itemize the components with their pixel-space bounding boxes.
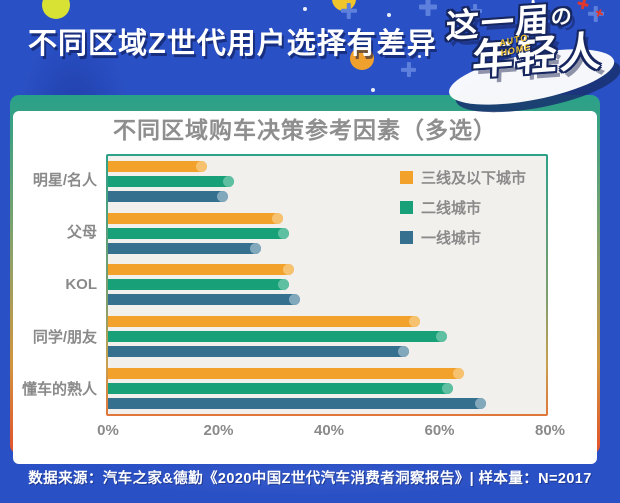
x-tick-label: 20%	[203, 422, 234, 439]
bar-cap	[436, 331, 448, 343]
bar-cap	[250, 242, 262, 254]
chart-legend: 三线及以下城市 二线城市一线城市	[399, 167, 526, 248]
circle-decoration	[350, 47, 374, 70]
bar-cap	[217, 191, 229, 203]
legend-swatch	[399, 201, 413, 214]
legend-item: 二线城市	[399, 197, 526, 218]
dot-decoration	[418, 55, 421, 58]
dot-decoration	[387, 13, 391, 17]
chart-card: 不同区域购车决策参考因素（多选） 明星/名人父母 KOL 同学/朋友懂车的熟人 三线…	[10, 95, 600, 464]
bar-group	[108, 259, 546, 311]
plus-icon	[401, 62, 416, 77]
bar	[108, 191, 229, 203]
page-title: 不同区域Z世代用户选择有差异	[28, 28, 437, 60]
bar	[108, 294, 300, 306]
bar	[108, 397, 486, 409]
category-label: 懂车的熟人	[21, 381, 97, 399]
plus-icon	[341, 3, 357, 19]
bar-cap	[409, 316, 421, 328]
bar	[108, 242, 262, 254]
bar-cap	[283, 264, 295, 276]
category-label: 同学/朋友	[32, 328, 97, 346]
autohome-logo: 这一届の AUTO HOME 年轻人	[439, 0, 620, 124]
category-label: 父母	[66, 223, 97, 241]
category-labels: 明星/名人父母 KOL 同学/朋友懂车的熟人	[13, 154, 106, 416]
bar-cap	[222, 176, 234, 188]
logo-line2: 年轻人	[471, 27, 605, 83]
bar-cap	[277, 227, 289, 239]
logo-no-particle: の	[550, 4, 575, 30]
legend-swatch	[399, 231, 413, 244]
legend-item: 一线城市	[399, 227, 526, 248]
chart-card-inner: 不同区域购车决策参考因素（多选） 明星/名人父母 KOL 同学/朋友懂车的熟人 三线…	[13, 111, 597, 464]
bar-cap	[288, 294, 300, 306]
legend-swatch	[399, 171, 413, 184]
bar	[108, 161, 207, 173]
bar	[108, 316, 421, 328]
dot-decoration	[303, 7, 307, 11]
x-axis: 0% 20% 40% 60% 80%	[97, 416, 565, 446]
bar	[108, 227, 289, 239]
x-tick-label: 40%	[313, 422, 345, 439]
category-label: KOL	[65, 276, 97, 294]
category-label: 明星/名人	[32, 171, 97, 189]
bar-cap	[195, 161, 207, 173]
plus-icon	[419, 0, 437, 16]
circle-decoration	[42, 0, 70, 19]
bar-cap	[441, 382, 453, 394]
data-source: 数据来源：汽车之家&德勤《2020中国Z世代汽车消费者洞察报告》| 样本量：N=…	[28, 471, 592, 487]
x-tick-label: 60%	[424, 422, 455, 439]
bar-cap	[398, 346, 410, 358]
bar	[108, 346, 410, 358]
bar-group	[108, 208, 546, 260]
bar	[108, 264, 295, 276]
plot-area	[108, 156, 546, 414]
bar-cap	[277, 279, 289, 291]
x-tick-label: 0%	[97, 422, 119, 439]
plot-frame: 三线及以下城市 二线城市一线城市	[106, 154, 548, 416]
bar-group	[108, 362, 546, 414]
bar	[108, 367, 464, 379]
bar-group	[108, 156, 546, 208]
bar-cap	[272, 212, 284, 224]
bar	[108, 382, 453, 394]
legend-item: 三线及以下城市	[399, 167, 526, 188]
bar-group	[108, 311, 546, 363]
bar-cap	[452, 367, 464, 379]
x-tick-label: 80%	[534, 422, 566, 439]
legend-label: 三线及以下城市	[420, 170, 526, 187]
bar-chart: 明星/名人父母 KOL 同学/朋友懂车的熟人 三线及以下城市 二线城市一线城市	[13, 154, 597, 416]
legend-label: 二线城市	[420, 200, 481, 217]
bar-cap	[474, 397, 486, 409]
bar	[108, 331, 448, 343]
bar	[108, 279, 289, 291]
legend-label: 一线城市	[420, 230, 481, 247]
bar	[108, 176, 234, 188]
chart-title: 不同区域购车决策参考因素（多选）	[113, 117, 497, 143]
dot-decoration	[371, 88, 375, 92]
bar	[108, 212, 284, 224]
